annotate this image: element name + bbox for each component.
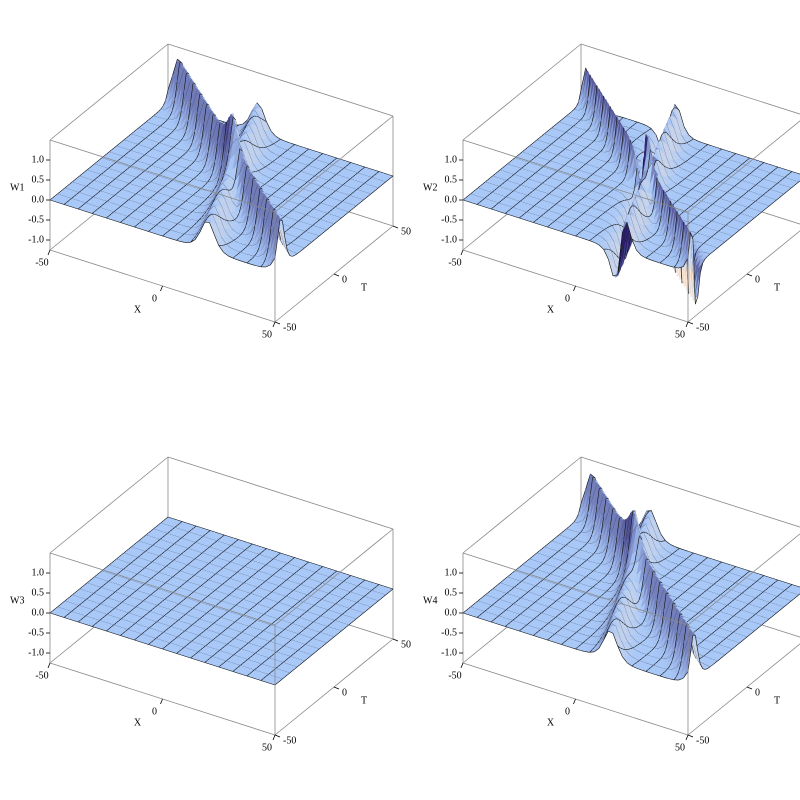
mesh-line [168,132,172,136]
mesh-line [113,145,117,149]
mesh-line [143,121,147,125]
mesh-line [140,123,144,127]
x-tick [160,285,163,292]
mesh-line [190,83,194,103]
mesh-line [150,115,154,119]
x-tick-label: -50 [35,257,48,268]
mesh-line [169,110,173,117]
x-tick [272,321,276,328]
x-axis-label: X [134,304,142,315]
mesh-line [157,109,161,112]
mesh-line [175,143,179,146]
mesh-line [161,138,165,142]
mesh-line [111,147,115,151]
mesh-line [135,144,139,147]
mesh-line [285,140,290,144]
t-tick [333,273,340,277]
mesh-line [149,132,153,135]
t-tick [274,321,281,325]
mesh-line [155,111,159,115]
mesh-line [148,117,151,121]
mesh-line [165,74,173,101]
mesh-line [140,140,143,143]
mesh-line [146,150,150,154]
mesh-line [162,122,166,125]
mesh-line [164,119,168,123]
x-tick-label: 50 [262,329,272,340]
z-tick-label: -1.0 [28,234,44,245]
mesh-line [149,148,153,152]
mesh-line [125,152,129,155]
mesh-line [128,133,132,137]
t-tick-label: 50 [401,226,411,237]
mesh-line [275,140,279,143]
mesh-line [191,131,196,143]
mesh-line [196,94,200,114]
mesh-line [154,128,158,131]
mesh-line [242,119,248,125]
mesh-line [256,115,260,118]
z-axis-label: W1 [10,182,24,193]
mesh-line [127,150,131,153]
box-edge [167,43,394,117]
mesh-line [171,130,175,133]
mesh-line [275,136,281,140]
mesh-line [162,100,166,107]
mesh-line [270,130,277,137]
mesh-line [178,110,182,122]
mesh-line [157,126,161,129]
mesh-line [126,135,129,139]
z-tick-label: 0.5 [32,174,45,185]
mesh-line [170,147,174,150]
mesh-line [163,136,167,140]
t-axis-label: T [361,282,367,293]
z-tick-label: 0.0 [32,194,45,205]
mesh-line [156,142,160,146]
mesh-line [118,141,122,145]
mesh-line [219,120,225,123]
mesh-line [133,129,137,133]
mesh-line [176,62,180,82]
mesh-line [132,146,136,149]
mesh-line [182,131,186,138]
box-edge [580,43,800,115]
mesh-line [176,121,180,128]
t-tick [392,225,399,229]
mesh-line [189,142,193,149]
x-tick-label: 0 [152,293,157,304]
mesh-line [168,149,172,152]
mesh-line [256,102,262,109]
mesh-line [154,144,157,148]
mesh-line [103,153,107,157]
mesh-line [185,121,189,133]
mesh-line [135,127,139,131]
x-tick [47,249,51,256]
z-tick-label: -0.5 [28,214,44,225]
mesh-line [171,100,175,112]
surface [49,58,394,268]
surface [462,67,800,305]
t-tick-label: 0 [342,274,347,285]
z-tick-label: 1.0 [32,154,45,165]
mesh-line [261,118,265,121]
mesh-line [147,134,151,137]
t-tick-label: -50 [283,322,296,333]
mesh-line [172,59,178,75]
mesh-line [277,138,286,142]
surface-panel: -1.0 -0.5 0.0 0.5 1.0 -50 0 50 -50 0 50 X T W1 [10,43,411,340]
mesh-line [142,138,146,141]
mesh-line [121,139,124,143]
mesh-line [263,120,272,132]
mesh-line [261,108,267,122]
mesh-line [177,58,183,64]
box-edge [49,43,169,141]
mesh-line [183,73,187,93]
mesh-line [178,140,181,144]
mesh-line [106,151,110,155]
